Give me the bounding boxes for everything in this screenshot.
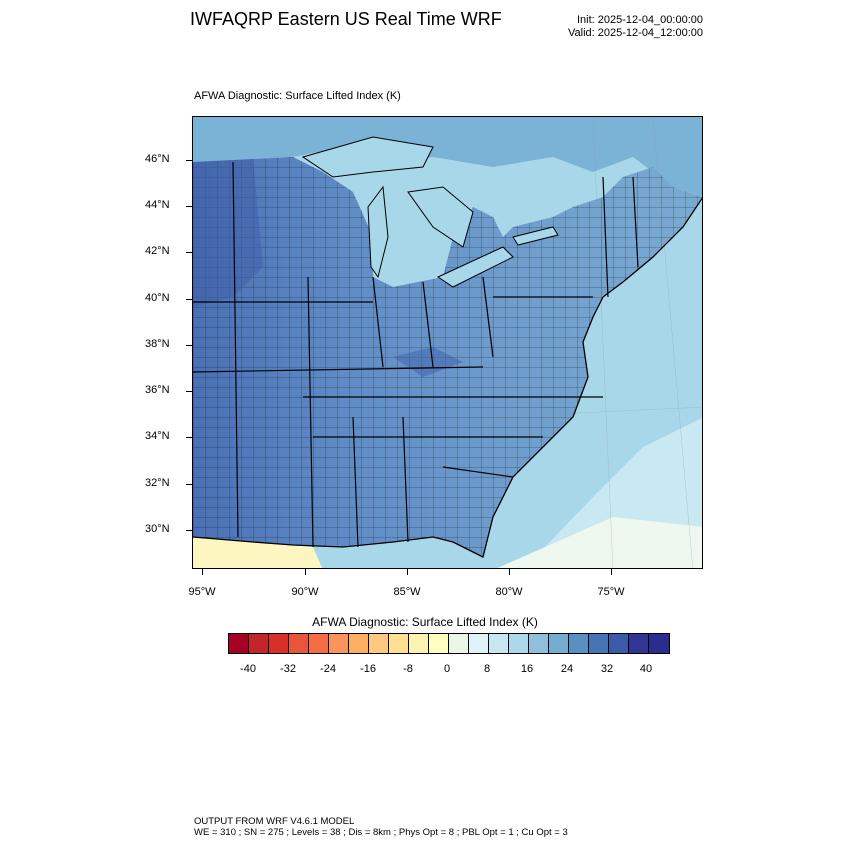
model-footer: OUTPUT FROM WRF V4.6.1 MODEL WE = 310 ; … bbox=[194, 816, 568, 838]
colorbar-cell bbox=[529, 634, 549, 653]
lake-ontario bbox=[512, 226, 559, 246]
plot-title: IWFAQRP Eastern US Real Time WRF bbox=[190, 9, 502, 29]
colorbar-tick-label: 32 bbox=[600, 663, 614, 675]
colorbar-cell bbox=[629, 634, 649, 653]
lat-tick bbox=[186, 299, 192, 300]
lat-label-38: 38°N bbox=[145, 338, 170, 350]
lat-tick bbox=[186, 206, 192, 207]
lake-superior bbox=[301, 136, 434, 178]
lat-label-36: 36°N bbox=[145, 384, 170, 396]
coastline bbox=[193, 197, 702, 558]
map-svg bbox=[193, 117, 702, 568]
colorbar-cell bbox=[609, 634, 629, 653]
lake-huron bbox=[407, 186, 474, 248]
map-panel bbox=[192, 116, 703, 569]
colorbar-tick-label: 0 bbox=[443, 663, 451, 675]
colorbar-title: AFWA Diagnostic: Surface Lifted Index (K… bbox=[312, 615, 538, 629]
lat-tick bbox=[186, 530, 192, 531]
colorbar-tick-label: -32 bbox=[280, 663, 296, 675]
timestamps: Init: 2025-12-04_00:00:00 Valid: 2025-12… bbox=[568, 14, 703, 40]
lon-tick bbox=[509, 569, 510, 575]
colorbar-cell bbox=[289, 634, 309, 653]
footer-line-2: WE = 310 ; SN = 275 ; Levels = 38 ; Dis … bbox=[194, 827, 568, 838]
colorbar-cell bbox=[369, 634, 389, 653]
colorbar-cell bbox=[489, 634, 509, 653]
colorbar-tick-label: 24 bbox=[560, 663, 574, 675]
lon-tick bbox=[407, 569, 408, 575]
field-label: AFWA Diagnostic: Surface Lifted Index (K… bbox=[194, 90, 401, 102]
colorbar-tick-label: -8 bbox=[403, 663, 413, 675]
lat-label-32: 32°N bbox=[145, 477, 170, 489]
lon-tick bbox=[611, 569, 612, 575]
colorbar-tick-label: -40 bbox=[240, 663, 256, 675]
lon-label-85: 85°W bbox=[393, 586, 421, 598]
lon-label-90: 90°W bbox=[291, 586, 319, 598]
colorbar-cell bbox=[429, 634, 449, 653]
lat-tick bbox=[186, 160, 192, 161]
lat-tick bbox=[186, 484, 192, 485]
lat-label-40: 40°N bbox=[145, 292, 170, 304]
colorbar-cell bbox=[649, 634, 669, 653]
lat-label-46: 46°N bbox=[145, 153, 170, 165]
canada-region bbox=[193, 117, 702, 197]
colorbar-cell bbox=[549, 634, 569, 653]
lat-tick bbox=[186, 252, 192, 253]
lat-tick bbox=[186, 391, 192, 392]
lon-tick bbox=[202, 569, 203, 575]
colorbar-cell bbox=[329, 634, 349, 653]
init-time: Init: 2025-12-04_00:00:00 bbox=[577, 14, 703, 26]
state-borders bbox=[193, 161, 639, 548]
valid-time: Valid: 2025-12-04_12:00:00 bbox=[568, 27, 703, 39]
ocean-far-zone bbox=[497, 517, 702, 568]
kentucky-dark-zone bbox=[393, 347, 463, 377]
lon-label-75: 75°W bbox=[597, 586, 625, 598]
gulf-warm-zone bbox=[193, 537, 323, 568]
colorbar-tick-label: -24 bbox=[320, 663, 336, 675]
colorbar-tick-label: 8 bbox=[483, 663, 491, 675]
colorbar-cell bbox=[349, 634, 369, 653]
footer-line-1: OUTPUT FROM WRF V4.6.1 MODEL bbox=[194, 816, 355, 827]
colorbar-cell bbox=[449, 634, 469, 653]
colorbar-cell bbox=[569, 634, 589, 653]
west-dark-zone bbox=[193, 159, 263, 307]
colorbar-cell bbox=[229, 634, 249, 653]
lat-label-34: 34°N bbox=[145, 430, 170, 442]
lat-tick bbox=[186, 345, 192, 346]
colorbar-cell bbox=[589, 634, 609, 653]
lat-label-44: 44°N bbox=[145, 199, 170, 211]
colorbar-cell bbox=[509, 634, 529, 653]
colorbar-cell bbox=[269, 634, 289, 653]
colorbar-tick-label: -16 bbox=[360, 663, 376, 675]
colorbar-cell bbox=[249, 634, 269, 653]
lat-label-30: 30°N bbox=[145, 523, 170, 535]
colorbar-cell bbox=[309, 634, 329, 653]
graticule bbox=[492, 117, 702, 568]
colorbar-cell bbox=[469, 634, 489, 653]
colorbar-tick-label: 40 bbox=[639, 663, 653, 675]
lat-tick bbox=[186, 437, 192, 438]
colorbar-cell bbox=[389, 634, 409, 653]
lat-label-42: 42°N bbox=[145, 245, 170, 257]
lon-tick bbox=[305, 569, 306, 575]
lon-label-95: 95°W bbox=[188, 586, 216, 598]
colorbar-cell bbox=[409, 634, 429, 653]
lon-label-80: 80°W bbox=[495, 586, 523, 598]
lake-michigan bbox=[367, 185, 389, 279]
lake-erie bbox=[436, 246, 514, 288]
colorbar-tick-label: 16 bbox=[520, 663, 534, 675]
colorbar bbox=[228, 633, 670, 654]
